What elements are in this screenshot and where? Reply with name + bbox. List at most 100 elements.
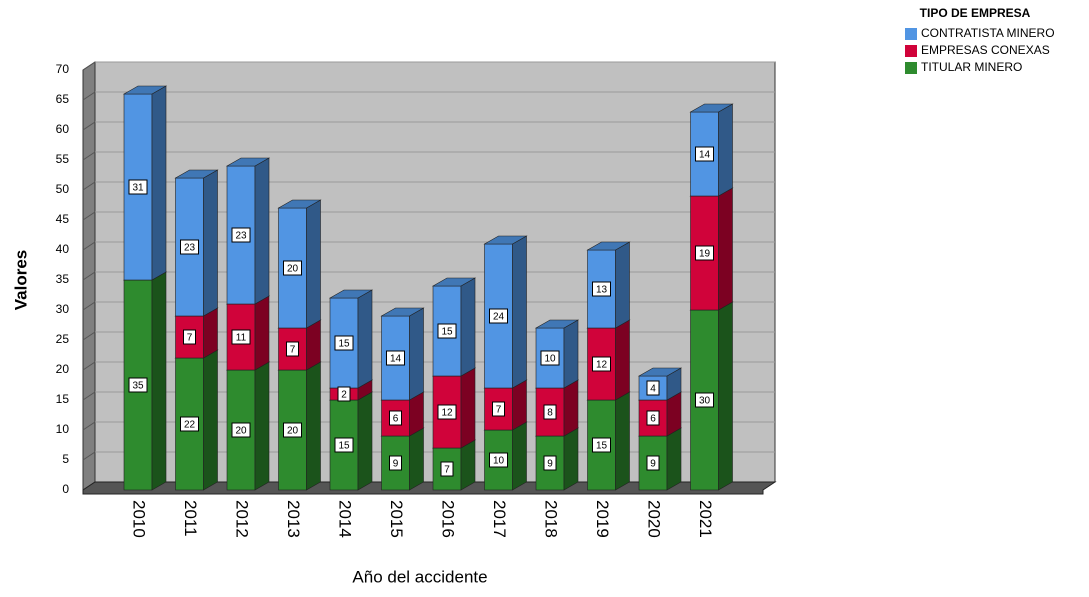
bar-side [563,319,579,389]
bar-segment [381,399,410,437]
label-box [231,227,251,243]
bar-side [357,391,373,491]
data-label: 7 [444,465,450,476]
data-label: 12 [596,360,608,371]
legend-swatch [905,28,917,40]
bar-top [637,367,683,377]
x-tick-label: 2011 [181,500,200,537]
x-tick-label: 2013 [284,500,303,538]
y-tick-label: 15 [56,392,70,406]
label-box [695,245,714,261]
data-label: 7 [496,405,502,416]
label-box [231,329,251,345]
bar-top [328,289,374,299]
bar-top [689,103,734,113]
y-tick-label: 30 [56,302,70,316]
label-box [334,437,354,453]
bar-side [409,427,424,491]
bar-side [563,427,579,491]
tick-mark [82,451,96,461]
data-label: 9 [650,459,656,470]
bar-side [254,361,270,491]
bar-top [380,307,425,317]
label-box [437,323,457,339]
label-box [646,455,660,471]
legend-label: TITULAR MINERO [921,60,1022,74]
data-label: 8 [547,408,553,419]
y-axis-title: Valores [11,250,30,311]
bar-side [409,307,424,401]
label-box [286,341,299,357]
y-tick-label: 50 [56,182,70,196]
label-box [592,356,611,372]
label-box [334,335,354,351]
data-label: 10 [544,354,556,365]
tick-mark [82,61,96,71]
y-tick-label: 65 [56,92,70,106]
label-box [128,377,148,393]
bar-side [512,235,527,389]
label-box [543,455,557,471]
data-label: 4 [650,384,656,395]
y-tick-label: 55 [56,152,70,166]
data-label: 7 [290,345,296,356]
data-label: 13 [596,285,608,296]
label-box [489,308,508,324]
bar-side [460,277,476,377]
label-box [283,260,302,276]
label-box [695,392,714,408]
bar-side [512,421,527,491]
label-box [489,452,508,468]
y-tick-label: 20 [56,362,70,376]
label-box [386,350,405,366]
data-label: 20 [287,264,299,275]
data-label: 15 [441,327,453,338]
label-box [231,422,251,438]
label-box [646,410,660,426]
bar-top [431,277,477,287]
legend-swatch [905,62,917,74]
data-label: 9 [393,459,399,470]
bar-top [225,157,271,167]
label-box [180,239,199,255]
data-label: 30 [699,396,711,407]
bar-side [615,391,630,491]
label-box [440,461,454,477]
x-tick-label: 2021 [696,500,715,538]
label-box [437,404,457,420]
data-label: 15 [338,441,350,452]
bar-side [306,361,321,491]
data-label: 23 [184,243,196,254]
label-box [646,380,660,396]
data-label: 35 [132,381,144,392]
legend-label: EMPRESAS CONEXAS [921,43,1050,57]
tick-mark [82,181,96,191]
data-label: 12 [441,408,453,419]
label-box [492,401,505,417]
bar-side [718,301,733,491]
bar-top [277,199,322,209]
legend-title: TIPO DE EMPRESA [920,6,1031,20]
y-tick-label: 0 [62,482,69,496]
label-box [540,350,560,366]
x-tick-label: 2017 [490,500,509,538]
x-axis-title: Año del accidente [352,567,487,586]
x-tick-label: 2019 [593,500,612,538]
bar-top [586,241,631,251]
data-label: 11 [236,333,247,344]
data-label: 24 [493,312,505,323]
tick-mark [82,121,96,131]
bar-side [666,427,682,491]
bar-side [512,379,527,431]
tick-mark [82,421,96,431]
data-label: 2 [341,390,347,401]
data-label: 14 [390,354,402,365]
bar-side [718,187,733,311]
data-label: 20 [235,426,247,437]
label-box [180,416,199,432]
tick-mark [82,331,96,341]
label-box [592,437,611,453]
x-tick-label: 2015 [387,500,406,538]
bar-side [203,169,218,317]
